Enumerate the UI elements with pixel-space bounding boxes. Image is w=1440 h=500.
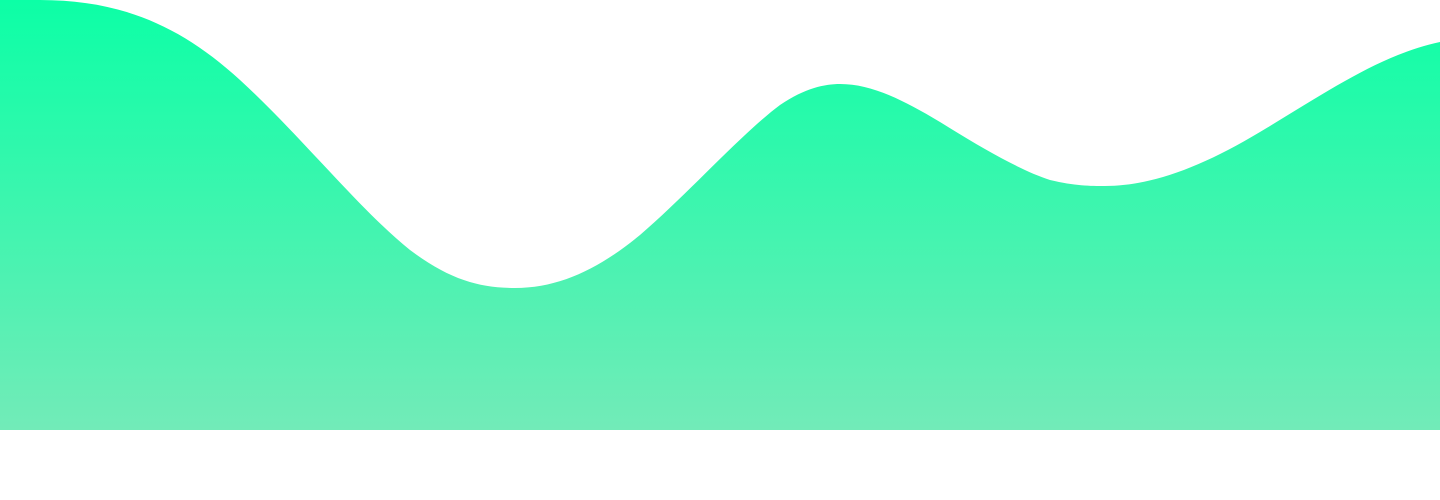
wave-shape bbox=[0, 0, 1440, 430]
